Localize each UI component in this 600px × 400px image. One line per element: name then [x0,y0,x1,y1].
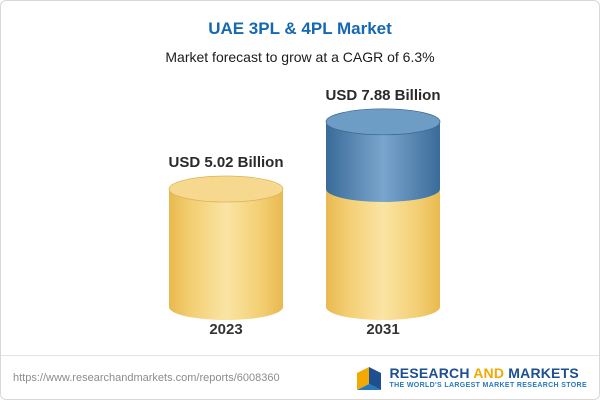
bar-value-label: USD 5.02 Billion [168,154,283,171]
report-url: https://www.researchandmarkets.com/repor… [13,371,280,384]
cylinder-top [325,108,441,136]
logo-word-research: RESEARCH [389,365,470,382]
logo-text: RESEARCH AND MARKETS THE WORLD'S LARGEST… [389,365,587,389]
bar-category-label: 2023 [209,321,242,338]
research-and-markets-logo: RESEARCH AND MARKETS THE WORLD'S LARGEST… [356,365,587,391]
cylinder-top [168,175,284,203]
logo-word-markets: MARKETS [508,365,579,382]
cylinder-segment-yellow [169,189,283,320]
chart-title: UAE 3PL & 4PL Market [208,19,392,38]
cylinder-2031: USD 7.88 Billion 2031 [325,87,440,338]
logo-tagline: THE WORLD'S LARGEST MARKET RESEARCH STOR… [389,381,587,389]
cylinder-segment-yellow [326,189,440,320]
footer: https://www.researchandmarkets.com/repor… [1,355,599,399]
logo-wordmark: RESEARCH AND MARKETS [389,365,587,381]
logo-mark-icon [357,366,382,390]
bar-value-label: USD 7.88 Billion [325,87,440,104]
market-size-cylinder-chart: USD 5.02 Billion 2023 USD 7.88 Billion 2031 [168,87,440,338]
cylinder-2023: USD 5.02 Billion 2023 [168,154,283,338]
logo-word-and: AND [473,365,505,382]
chart-subtitle: Market forecast to grow at a CAGR of 6.3… [165,49,435,65]
cylinder-segment-blue [326,121,440,203]
bar-category-label: 2031 [366,321,399,338]
